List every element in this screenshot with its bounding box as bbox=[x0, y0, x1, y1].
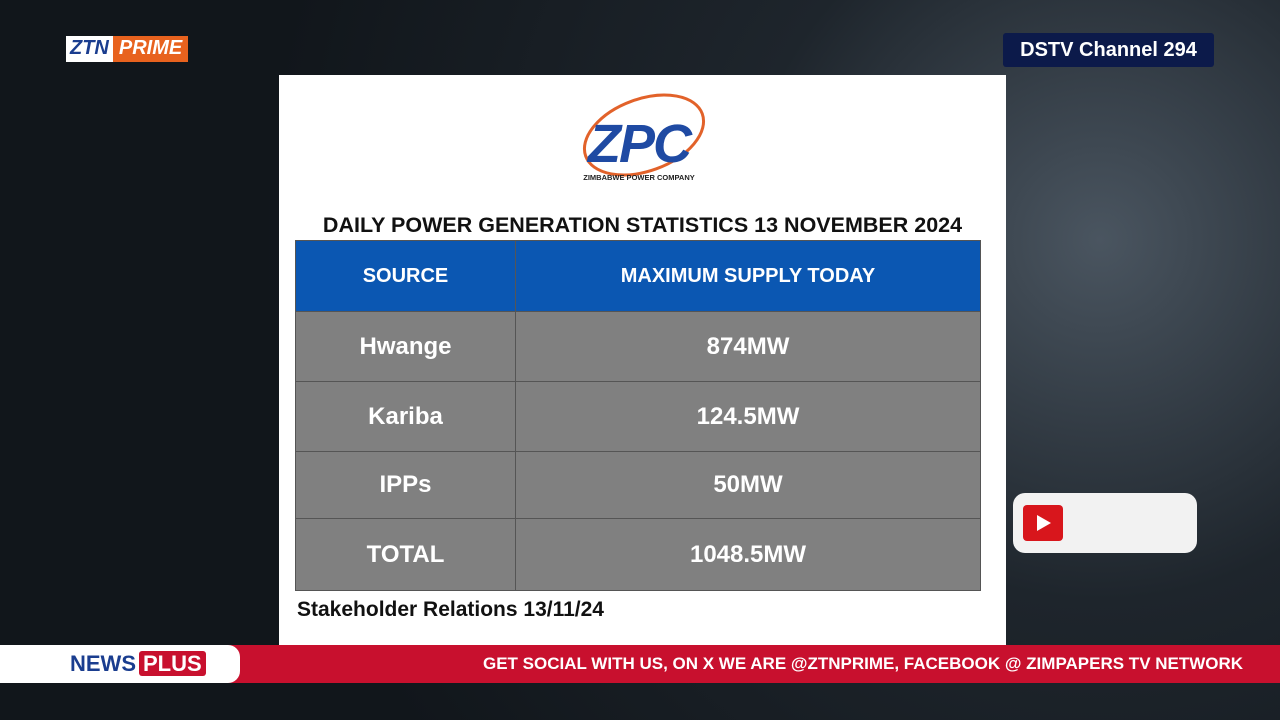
logo-caption: ZIMBABWE POWER COMPANY bbox=[583, 173, 695, 182]
brand-left: ZTN bbox=[66, 36, 113, 62]
row: IPPs 50MW bbox=[295, 451, 981, 519]
play-icon bbox=[1023, 505, 1063, 541]
logo-swoosh bbox=[582, 93, 706, 177]
logo-mark: ZPC bbox=[588, 114, 692, 174]
stats-table: SOURCE MAXIMUM SUPPLY TODAY Hwange 874MW K… bbox=[295, 240, 981, 591]
cell: 124.5MW bbox=[515, 381, 981, 452]
cell: TOTAL bbox=[295, 518, 516, 591]
cell: 874MW bbox=[515, 311, 981, 382]
brand-right: PRIME bbox=[112, 36, 189, 62]
cell: IPPs bbox=[295, 451, 516, 519]
cell: 1048.5MW bbox=[515, 518, 981, 591]
news-plus-label: NEWS PLUS bbox=[0, 645, 240, 683]
station-logo: ZTN PRIME bbox=[66, 36, 189, 62]
stats-card: ZPC ZIMBABWE POWER COMPANY DAILY POWER G… bbox=[279, 75, 1006, 645]
row: Hwange 874MW bbox=[295, 311, 981, 382]
label-right: PLUS bbox=[139, 651, 206, 676]
cell: Kariba bbox=[295, 381, 516, 452]
cell: Hwange bbox=[295, 311, 516, 382]
card-footer: Stakeholder Relations 13/11/24 bbox=[297, 598, 604, 621]
company-logo: ZPC ZIMBABWE POWER COMPANY bbox=[569, 85, 709, 190]
card-title: DAILY POWER GENERATION STATISTICS 13 NOV… bbox=[322, 213, 963, 237]
header-row: SOURCE MAXIMUM SUPPLY TODAY bbox=[295, 240, 981, 312]
subscribe-popup[interactable] bbox=[1013, 493, 1197, 553]
channel-badge: DSTV Channel 294 bbox=[1003, 33, 1214, 67]
row: TOTAL 1048.5MW bbox=[295, 518, 981, 591]
ticker-text: GET SOCIAL WITH US, ON X WE ARE @ZTNPRIM… bbox=[483, 654, 1244, 673]
column-header: SOURCE bbox=[295, 240, 516, 312]
row: Kariba 124.5MW bbox=[295, 381, 981, 452]
column-header: MAXIMUM SUPPLY TODAY bbox=[515, 240, 981, 312]
label-left: NEWS bbox=[70, 651, 136, 676]
cell: 50MW bbox=[515, 451, 981, 519]
